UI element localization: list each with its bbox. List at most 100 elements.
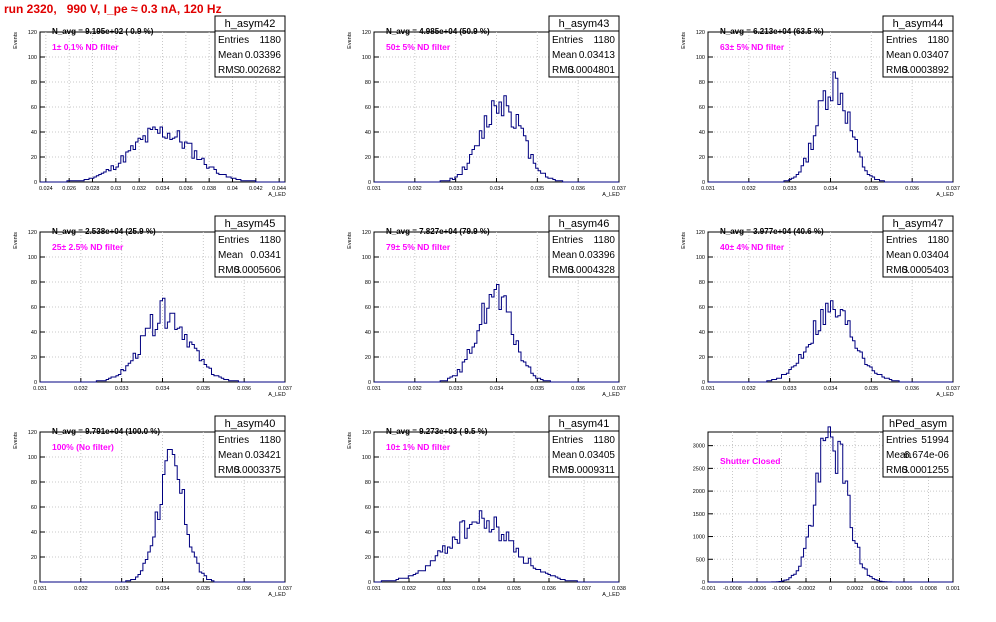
histogram-line	[374, 95, 619, 183]
x-tick-label: 0.033	[783, 186, 797, 192]
y-tick-label: 40	[31, 530, 37, 536]
y-tick-label: 120	[362, 430, 371, 436]
x-tick-label: 0.036	[571, 186, 585, 192]
x-tick-label: 0.031	[701, 186, 715, 192]
navg-label: N_avg = 4.985e+04 (50.9 %)	[386, 27, 490, 36]
stats-mean-label: Mean	[552, 450, 577, 461]
navg-label: N_avg = 9.791e+04 (100.0 %)	[52, 427, 160, 436]
y-tick-label: 20	[31, 555, 37, 561]
x-tick-label: -0.0006	[748, 586, 767, 592]
y-tick-label: 80	[365, 280, 371, 286]
x-tick-label: 0.03	[110, 186, 121, 192]
stats-mean-value: 6.674e-06	[904, 450, 949, 461]
y-tick-label: 60	[31, 305, 37, 311]
y-tick-label: 0	[702, 380, 705, 386]
x-tick-label: 0.034	[156, 186, 170, 192]
filter-label: 1± 0.1% ND filter	[52, 42, 119, 52]
y-axis-label: Events	[13, 32, 19, 49]
x-tick-label: 0.034	[156, 586, 170, 592]
navg-label: N_avg = 7.827e+04 (79.9 %)	[386, 227, 490, 236]
y-axis-label: Events	[681, 32, 687, 49]
y-tick-label: 80	[365, 480, 371, 486]
stats-rms-label: RMS	[552, 265, 575, 276]
stats-mean-value: 0.03396	[579, 250, 616, 261]
filter-label: 100% (No filter)	[52, 442, 114, 452]
y-tick-label: 40	[31, 330, 37, 336]
stats-rms-label: RMS	[886, 265, 909, 276]
y-tick-label: 100	[28, 455, 37, 461]
y-tick-label: 0	[702, 180, 705, 186]
x-tick-label: 0.044	[272, 186, 286, 192]
stats-rms-label: RMS	[552, 65, 575, 76]
x-tick-label: 0.037	[278, 386, 292, 392]
y-tick-label: 500	[696, 557, 705, 563]
stats-entries-value: 1180	[593, 435, 615, 446]
stats-frame	[214, 415, 286, 478]
stats-mean-value: 0.03404	[913, 250, 950, 261]
y-tick-label: 20	[699, 155, 705, 161]
y-tick-label: 40	[699, 130, 705, 136]
stats-rms-value: 0.0003892	[902, 65, 950, 76]
stats-title: h_asym41	[559, 418, 610, 430]
x-tick-label: 0.036	[571, 386, 585, 392]
x-tick-label: 0.035	[864, 386, 878, 392]
y-tick-label: 40	[31, 130, 37, 136]
y-tick-label: 0	[34, 380, 37, 386]
x-tick-label: 0.033	[449, 386, 463, 392]
stats-entries-label: Entries	[218, 435, 249, 446]
y-tick-label: 60	[365, 105, 371, 111]
x-tick-label: 0.0008	[920, 586, 937, 592]
x-axis-label: A_LED	[602, 392, 619, 398]
y-tick-label: 100	[362, 455, 371, 461]
y-tick-label: 0	[34, 180, 37, 186]
x-tick-label: 0.0002	[847, 586, 864, 592]
y-tick-label: 0	[368, 580, 371, 586]
x-tick-label: 0.033	[115, 386, 129, 392]
histogram-line	[708, 426, 953, 583]
x-tick-label: 0.04	[227, 186, 238, 192]
x-tick-label: 0.0006	[896, 586, 913, 592]
stats-title: h_asym43	[559, 18, 610, 30]
stats-title: hPed_asym	[889, 418, 947, 430]
x-tick-label: 0.032	[742, 386, 756, 392]
x-tick-label: 0.037	[612, 186, 626, 192]
x-tick-label: -0.001	[700, 586, 716, 592]
y-tick-label: 2000	[693, 489, 705, 495]
stats-mean-value: 0.03421	[245, 450, 282, 461]
x-tick-label: 0.033	[437, 586, 451, 592]
y-axis-label: Events	[347, 32, 353, 49]
y-tick-label: 100	[696, 55, 705, 61]
x-tick-label: 0.034	[824, 386, 838, 392]
y-axis-label: Events	[347, 232, 353, 249]
y-tick-label: 120	[362, 230, 371, 236]
histogram-h_asym43: 0.031 0.032 0.033 0.034 0.035 0.036 0.037 0 20 40…	[347, 15, 626, 198]
histogram-line	[40, 449, 285, 583]
filter-label: 79± 5% ND filter	[386, 242, 451, 252]
stats-rms-label: RMS	[218, 265, 241, 276]
stats-mean-label: Mean	[552, 250, 577, 261]
navg-label: N_avg = 9.195e+02 ( 0.9 %)	[52, 27, 154, 36]
filter-label: Shutter Closed	[720, 456, 780, 466]
x-tick-label: 0	[829, 586, 832, 592]
x-tick-label: 0.032	[74, 386, 88, 392]
y-tick-label: 120	[28, 30, 37, 36]
stats-rms-value: 0.0001255	[902, 465, 950, 476]
stats-mean-value: 0.03396	[245, 50, 282, 61]
x-tick-label: 0.036	[905, 386, 919, 392]
stats-entries-value: 1180	[593, 35, 615, 46]
y-tick-label: 60	[31, 505, 37, 511]
y-tick-label: 100	[362, 55, 371, 61]
stats-box: h_asym42 Entries 1180 Mean 0.03396 RMS 0.00268…	[214, 15, 286, 78]
x-tick-label: 0.032	[408, 386, 422, 392]
stats-mean-label: Mean	[218, 50, 243, 61]
y-tick-label: 0	[702, 580, 705, 586]
y-tick-label: 60	[365, 505, 371, 511]
stats-mean-value: 0.0341	[250, 250, 281, 261]
navg-label: N_avg = 9.273e+03 ( 9.5 %)	[386, 427, 488, 436]
stats-entries-label: Entries	[218, 235, 249, 246]
histogram-line	[40, 297, 285, 383]
y-tick-label: 1500	[693, 512, 705, 518]
x-tick-label: 0.036	[237, 386, 251, 392]
y-tick-label: 100	[696, 255, 705, 261]
